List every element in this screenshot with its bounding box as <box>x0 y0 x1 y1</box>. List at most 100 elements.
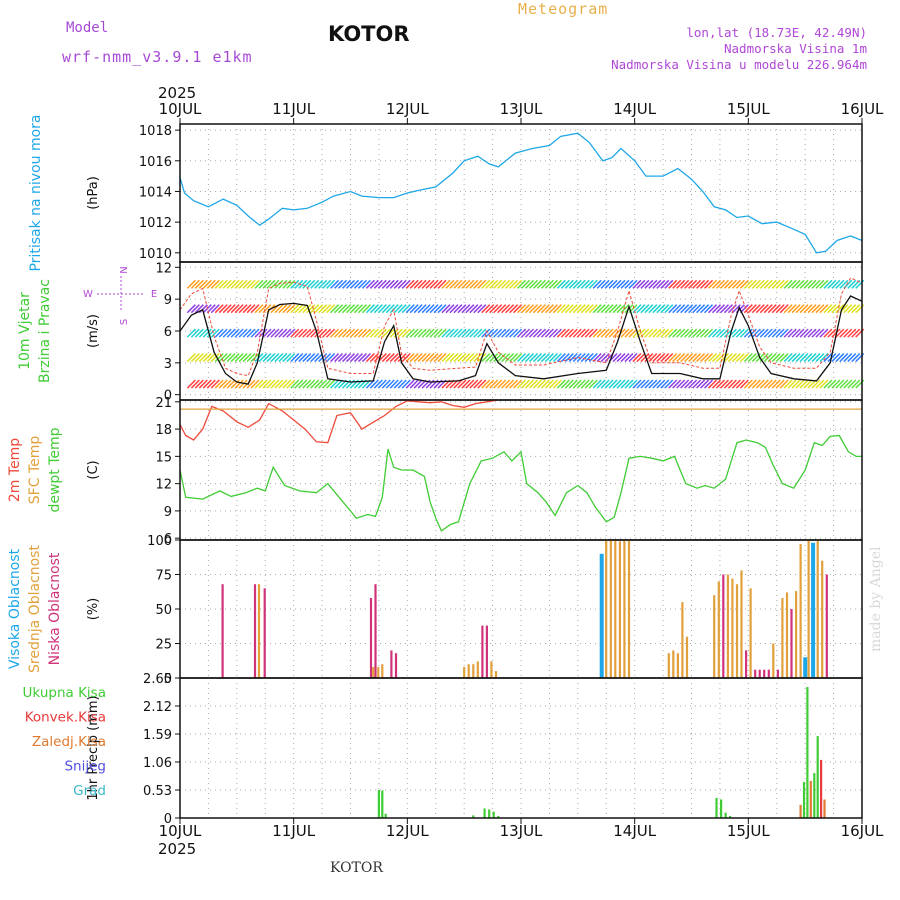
x-tick-label-top: 15JUL <box>727 100 770 118</box>
wind-barb <box>692 328 702 338</box>
wind-barb <box>353 353 363 363</box>
wind-barb <box>497 353 507 363</box>
wind-barb <box>715 379 726 389</box>
wind-barb <box>365 304 375 314</box>
x-tick-label-top: 16JUL <box>841 100 884 118</box>
wind-barb <box>707 279 718 289</box>
wind-barb <box>767 328 777 338</box>
wind-barb <box>668 379 678 389</box>
wind-barb <box>254 279 264 289</box>
wind-barb <box>747 353 757 363</box>
wind-barb <box>656 328 666 338</box>
wind-barb <box>564 379 574 389</box>
wind-barb <box>429 353 439 363</box>
wind-barb <box>457 304 467 314</box>
wind-barb <box>206 279 216 289</box>
bar-total_precip <box>381 790 384 818</box>
wind-barb <box>739 279 749 289</box>
x-tick-label-top: 12JUL <box>386 100 429 118</box>
wind-barb <box>652 304 662 314</box>
bar-frozen_precip <box>823 799 826 818</box>
wind-barb <box>568 379 578 389</box>
wind-barb <box>453 328 463 338</box>
wind-barb <box>747 328 757 338</box>
bar-mid_cloud <box>740 570 743 678</box>
wind-barb <box>664 353 674 363</box>
wind-barb <box>540 304 550 314</box>
wind-barb <box>286 328 296 338</box>
wind-barb <box>310 328 320 338</box>
wind-barb <box>652 379 662 389</box>
wind-barb <box>262 379 272 389</box>
wind-barb <box>254 304 264 314</box>
wind-barb <box>457 279 467 289</box>
wind-barb <box>707 353 718 363</box>
wind-barb <box>294 353 304 363</box>
series-line-pressure <box>179 132 863 254</box>
wind-barb <box>222 379 232 389</box>
wind-barb <box>759 304 769 314</box>
wind-barb <box>473 279 483 289</box>
wind-barb <box>298 328 308 338</box>
wind-barb <box>600 279 610 289</box>
wind-barb <box>254 379 264 389</box>
wind-barb <box>334 353 344 363</box>
wind-barb <box>226 353 236 363</box>
wind-barb <box>361 328 371 338</box>
wind-barb <box>397 328 407 338</box>
wind-barb <box>552 353 562 363</box>
wind-barb <box>497 304 507 314</box>
wind-barb <box>493 379 503 389</box>
wind-barb <box>779 328 789 338</box>
wind-barb <box>552 279 562 289</box>
y-tick-label: 12 <box>155 261 172 276</box>
wind-barb <box>389 379 399 389</box>
wind-barb <box>513 328 523 338</box>
compass-south: S <box>119 319 130 325</box>
wind-barb <box>584 379 594 389</box>
wind-barb <box>357 353 367 363</box>
wind-barb <box>485 353 495 363</box>
wind-barb <box>186 279 196 289</box>
wind-barb <box>747 379 757 389</box>
wind-barb <box>680 353 690 363</box>
wind-barb <box>791 304 801 314</box>
wind-barb <box>274 304 284 314</box>
wind-barb <box>469 353 479 363</box>
y-tick-label: 25 <box>155 638 172 653</box>
wind-barb <box>532 328 543 338</box>
wind-barb <box>250 304 260 314</box>
wind-barb <box>222 353 232 363</box>
wind-barb <box>811 353 821 363</box>
wind-barb <box>310 379 320 389</box>
wind-barb <box>429 279 439 289</box>
wind-barb <box>461 379 471 389</box>
wind-barb <box>417 304 427 314</box>
wind-barb <box>385 353 395 363</box>
wind-barb <box>544 279 554 289</box>
wind-barb <box>692 304 702 314</box>
panel-label-precip: Snijeg <box>64 759 106 775</box>
wind-barb <box>226 379 236 389</box>
wind-barb <box>278 379 288 389</box>
panel-label-cloud: Srednja Oblacnost <box>27 545 43 673</box>
wind-barb <box>497 279 507 289</box>
wind-barb <box>517 328 527 338</box>
wind-barb <box>437 304 447 314</box>
wind-barb <box>588 304 598 314</box>
wind-barb <box>560 353 570 363</box>
y-tick-label: 100 <box>147 534 172 549</box>
wind-barb <box>548 328 558 338</box>
wind-barb <box>696 328 706 338</box>
wind-barb <box>441 304 451 314</box>
wind-barb <box>763 379 773 389</box>
bar-mid_cloud <box>667 653 670 678</box>
y-tick-label: 2.12 <box>143 700 172 715</box>
wind-barb <box>783 328 793 338</box>
wind-barb <box>811 379 821 389</box>
wind-barb <box>401 304 411 314</box>
wind-barb <box>338 353 348 363</box>
wind-barb <box>465 279 475 289</box>
bar-mid_cloud <box>672 650 675 678</box>
wind-barb <box>306 353 316 363</box>
